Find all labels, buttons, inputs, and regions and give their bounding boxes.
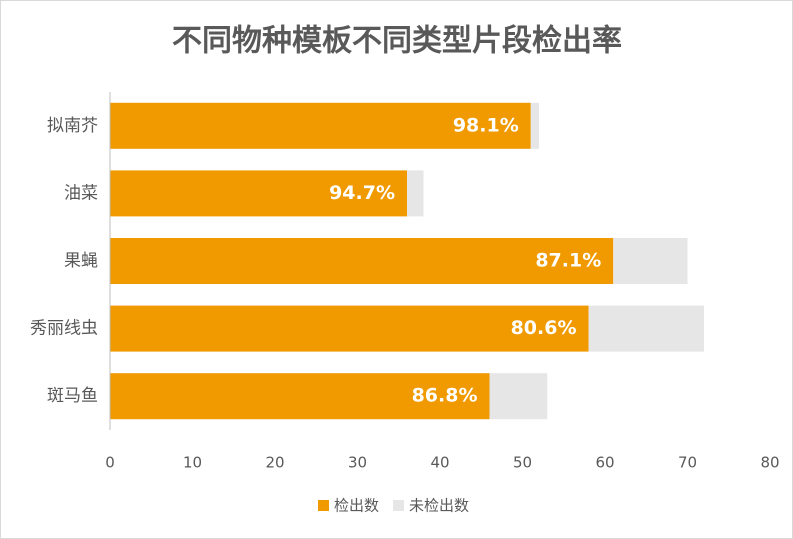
data-label: 98.1% [453, 114, 519, 136]
bar-segment [588, 305, 704, 352]
x-tick-label: 70 [678, 454, 697, 472]
y-tick-label: 拟南芥 [47, 116, 98, 136]
bar-segment [110, 170, 407, 217]
bar-segment [613, 238, 688, 284]
y-tick-label: 秀丽线虫 [30, 319, 98, 339]
legend-label: 检出数 [334, 497, 379, 515]
bar-segment [489, 373, 548, 420]
bar-segment [407, 170, 424, 217]
x-tick-label: 30 [348, 454, 367, 472]
bar-segment [110, 102, 531, 149]
bar-segment [110, 305, 589, 352]
legend-swatch [318, 500, 329, 511]
bar-segment [530, 102, 539, 149]
chart-title: 不同物种模板不同类型片段检出率 [172, 24, 622, 59]
data-label: 80.6% [511, 317, 577, 339]
x-tick-label: 10 [183, 454, 202, 472]
x-tick-label: 80 [760, 454, 779, 472]
data-label: 86.8% [412, 385, 478, 407]
x-tick-label: 0 [105, 454, 115, 472]
x-tick-label: 20 [265, 454, 284, 472]
data-label: 94.7% [329, 182, 395, 204]
x-tick-label: 50 [513, 454, 532, 472]
x-tick-label: 40 [430, 454, 449, 472]
bar-segment [110, 238, 614, 284]
data-label: 87.1% [535, 250, 601, 272]
y-tick-label: 油菜 [64, 183, 98, 203]
y-tick-label: 果蝇 [64, 251, 98, 271]
x-tick-label: 60 [595, 454, 614, 472]
y-tick-label: 斑马鱼 [47, 386, 98, 406]
bar-segment [110, 373, 490, 420]
legend-swatch [393, 500, 405, 511]
legend-label: 未检出数 [409, 497, 469, 515]
